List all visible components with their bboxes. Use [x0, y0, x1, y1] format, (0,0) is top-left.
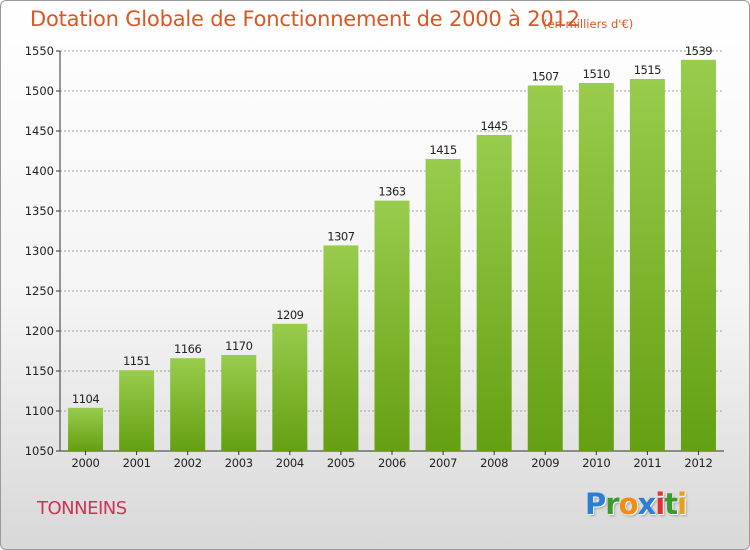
- bar: [272, 323, 308, 451]
- unit-note: (en milliers d'€): [543, 17, 634, 31]
- logo-letter: t: [664, 487, 678, 521]
- x-tick-label: 2000: [71, 456, 99, 470]
- logo-letter: r: [605, 487, 619, 521]
- logo-letter: P: [585, 487, 606, 521]
- data-label: 1539: [685, 44, 712, 58]
- bar: [680, 59, 716, 452]
- y-tick-label: 1250: [25, 284, 54, 298]
- x-tick-label: 2003: [225, 456, 253, 470]
- data-label: 1363: [378, 185, 405, 199]
- bar: [425, 159, 461, 451]
- y-tick-label: 1050: [25, 444, 54, 458]
- data-label: 1445: [481, 119, 508, 133]
- bar: [119, 370, 155, 451]
- x-tick-label: 2006: [378, 456, 406, 470]
- y-tick-label: 1100: [25, 404, 54, 418]
- x-tick-label: 2012: [684, 456, 712, 470]
- data-label: 1507: [532, 69, 559, 83]
- bar: [221, 355, 257, 451]
- y-tick-label: 1400: [25, 164, 54, 178]
- bar: [323, 245, 359, 451]
- y-tick-label: 1300: [25, 244, 54, 258]
- logo-letter: o: [618, 487, 639, 521]
- logo-letter: x: [637, 487, 657, 521]
- data-label: 1104: [72, 392, 99, 406]
- bar: [527, 85, 563, 452]
- x-tick-label: 2009: [531, 456, 559, 470]
- x-tick-label: 2004: [276, 456, 304, 470]
- x-tick-label: 2005: [327, 456, 355, 470]
- chart-title: Dotation Globale de Fonctionnement de 20…: [30, 7, 580, 31]
- bar: [170, 358, 206, 451]
- data-label: 1151: [123, 354, 150, 368]
- city-name: TONNEINS: [37, 498, 127, 519]
- data-label: 1209: [276, 308, 303, 322]
- y-tick-label: 1500: [25, 84, 54, 98]
- proxiti-logo: Proxiti: [585, 487, 687, 521]
- y-tick-label: 1200: [25, 324, 54, 338]
- bar: [476, 135, 512, 451]
- data-label: 1166: [174, 342, 201, 356]
- bar: [629, 79, 665, 451]
- y-tick-label: 1450: [25, 124, 54, 138]
- x-tick-label: 2011: [633, 456, 661, 470]
- data-label: 1307: [327, 229, 354, 243]
- x-tick-label: 2008: [480, 456, 508, 470]
- x-tick-label: 2010: [582, 456, 610, 470]
- bar: [374, 200, 410, 451]
- data-label: 1415: [429, 143, 456, 157]
- data-label: 1170: [225, 339, 252, 353]
- y-tick-label: 1550: [25, 44, 54, 58]
- y-tick-label: 1150: [25, 364, 54, 378]
- data-label: 1510: [583, 67, 610, 81]
- y-tick-label: 1350: [25, 204, 54, 218]
- logo-letter: i: [655, 487, 665, 521]
- data-label: 1515: [634, 63, 661, 77]
- x-tick-label: 2007: [429, 456, 457, 470]
- bar: [578, 83, 614, 451]
- logo-letter: i: [677, 487, 687, 521]
- x-tick-label: 2001: [123, 456, 151, 470]
- x-tick-label: 2002: [174, 456, 202, 470]
- bar: [68, 407, 104, 451]
